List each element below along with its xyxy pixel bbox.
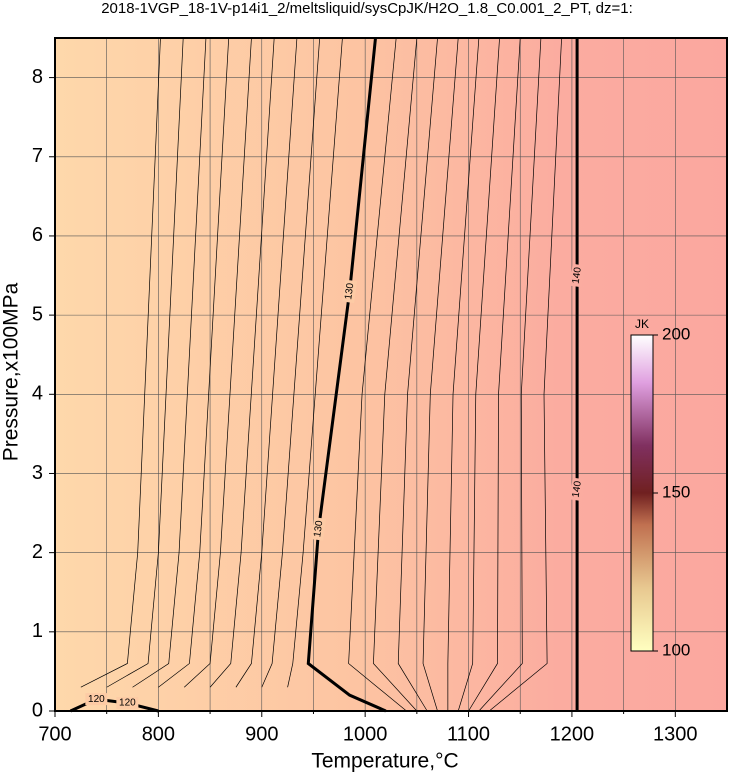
contour-line [69,697,159,713]
contour-label-group: 140 [569,263,585,288]
contour-label-group: 120 [116,697,139,710]
contour-label-group: 120 [85,693,108,706]
y-tick-label: 4 [32,383,43,405]
x-tick-label: 1100 [447,723,490,745]
contour-line [397,37,438,712]
contour-line [468,37,521,712]
y-tick-label: 7 [32,145,43,167]
contour-label-bg [342,279,358,304]
contour-label-bg [116,697,139,710]
y-tick-label: 1 [32,620,43,642]
contour-label-bg [311,517,327,541]
y-tick-label: 2 [32,541,43,563]
y-tick-label: 3 [32,462,43,484]
contour-line [457,37,500,712]
x-axis-label: Temperature,°C [311,750,458,773]
x-tick-label: 1200 [550,723,595,745]
x-tick-label: 1300 [653,723,698,745]
colorbar-ticks: 100 150 200 [653,324,690,659]
colorbar-tick-label: 150 [662,482,690,501]
contours: 120 120 130 130 140 140 [69,37,585,713]
contour-label-bg [569,477,585,502]
contour-label-group: 130 [311,517,327,541]
contour-line [183,37,252,688]
x-tick-label: 700 [38,723,71,745]
contour-line [209,37,275,688]
contour-line [306,37,387,713]
plot-frame [54,37,728,712]
contour-label: 140 [571,266,584,284]
contour-label: 130 [312,519,325,537]
x-tick-label: 900 [245,723,278,745]
grid [54,38,727,712]
colorbar-tick-label: 100 [662,640,690,659]
y-axis-label: Pressure,x100MPa [0,282,23,461]
contour-line [261,37,321,688]
colorbar [630,334,654,652]
contour-label-bg [85,693,108,706]
y-tick-label: 6 [32,224,43,246]
contour-label: 130 [343,282,356,300]
contour-label-bg [569,263,585,288]
x-tick-label: 800 [142,723,175,745]
contour-label: 120 [119,698,136,709]
chart-title: 2018-1VGP_18-1V-p14i1_2/meltsliquid/sysC… [101,0,633,17]
contour-line [478,37,542,712]
contour-label: 140 [571,480,584,498]
x-tick-label: 1000 [343,723,388,745]
contour-line [348,37,407,712]
y-tick-label: 5 [32,303,43,325]
contour-line [80,37,161,688]
y-tick-label: 8 [32,66,43,88]
colorbar-label: JK [635,317,649,331]
contour-label: 120 [88,694,105,705]
contour-line [106,37,184,688]
y-tick-label: 0 [32,699,43,721]
contour-line [488,37,562,712]
colorbar-tick-label: 200 [662,324,690,343]
contour-line [373,37,418,712]
contour-line [235,37,298,688]
contour-line [447,37,480,711]
contour-line [422,37,459,712]
contour-line [132,37,207,688]
contour-label-group: 140 [569,477,585,502]
contour-line [287,37,343,688]
contour-label-group: 130 [342,279,358,304]
contour-line [158,37,230,688]
